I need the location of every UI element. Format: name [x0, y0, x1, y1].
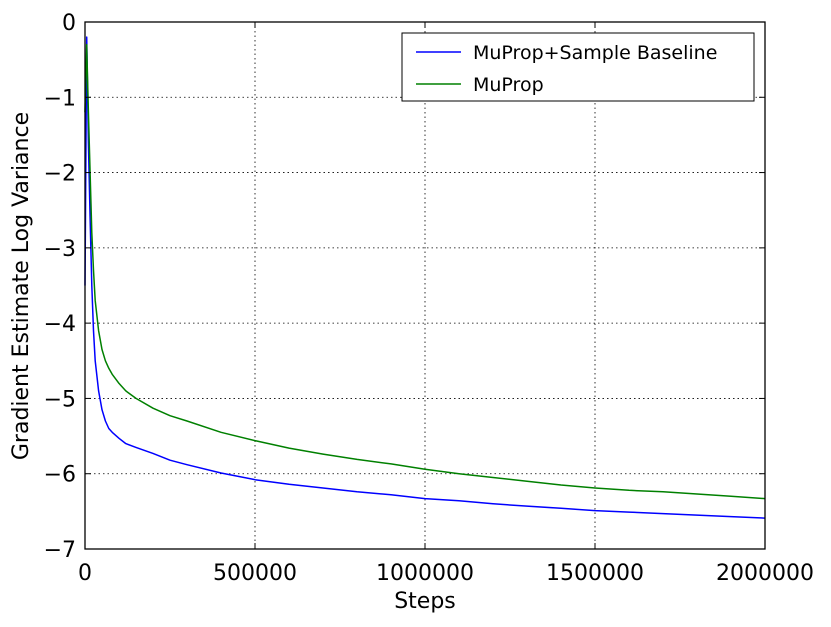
- ticks: 0 500000 1000000 1500000 2000000 0 −1 −2 −3 −4 −5 −…: [44, 11, 814, 586]
- grid: [85, 22, 765, 549]
- series-line-muprop: [84, 43, 766, 500]
- x-tick-label: 0: [78, 561, 92, 586]
- series-lines: [84, 36, 766, 519]
- series-line-muprop-sample-baseline: [84, 36, 766, 519]
- y-tick-label: −4: [44, 312, 76, 337]
- y-tick-label: −2: [44, 162, 76, 187]
- y-tick-label: −7: [44, 538, 76, 563]
- legend: MuProp+Sample Baseline MuProp: [401, 32, 755, 102]
- x-tick-label: 2000000: [716, 561, 814, 586]
- y-axis-label: Gradient Estimate Log Variance: [9, 112, 34, 460]
- x-tick-label: 1500000: [546, 561, 644, 586]
- legend-label-muprop-sample-baseline: MuProp+Sample Baseline: [473, 42, 717, 64]
- y-tick-label: −5: [44, 387, 76, 412]
- y-tick-label: 0: [62, 11, 76, 36]
- x-axis-label: Steps: [394, 589, 456, 614]
- x-tick-label: 500000: [213, 561, 297, 586]
- legend-label-muprop: MuProp: [473, 74, 544, 96]
- legend-box: [401, 32, 755, 102]
- y-tick-label: −6: [44, 463, 76, 488]
- y-tick-label: −3: [44, 237, 76, 262]
- x-tick-label: 1000000: [376, 561, 474, 586]
- y-tick-label: −1: [44, 86, 76, 111]
